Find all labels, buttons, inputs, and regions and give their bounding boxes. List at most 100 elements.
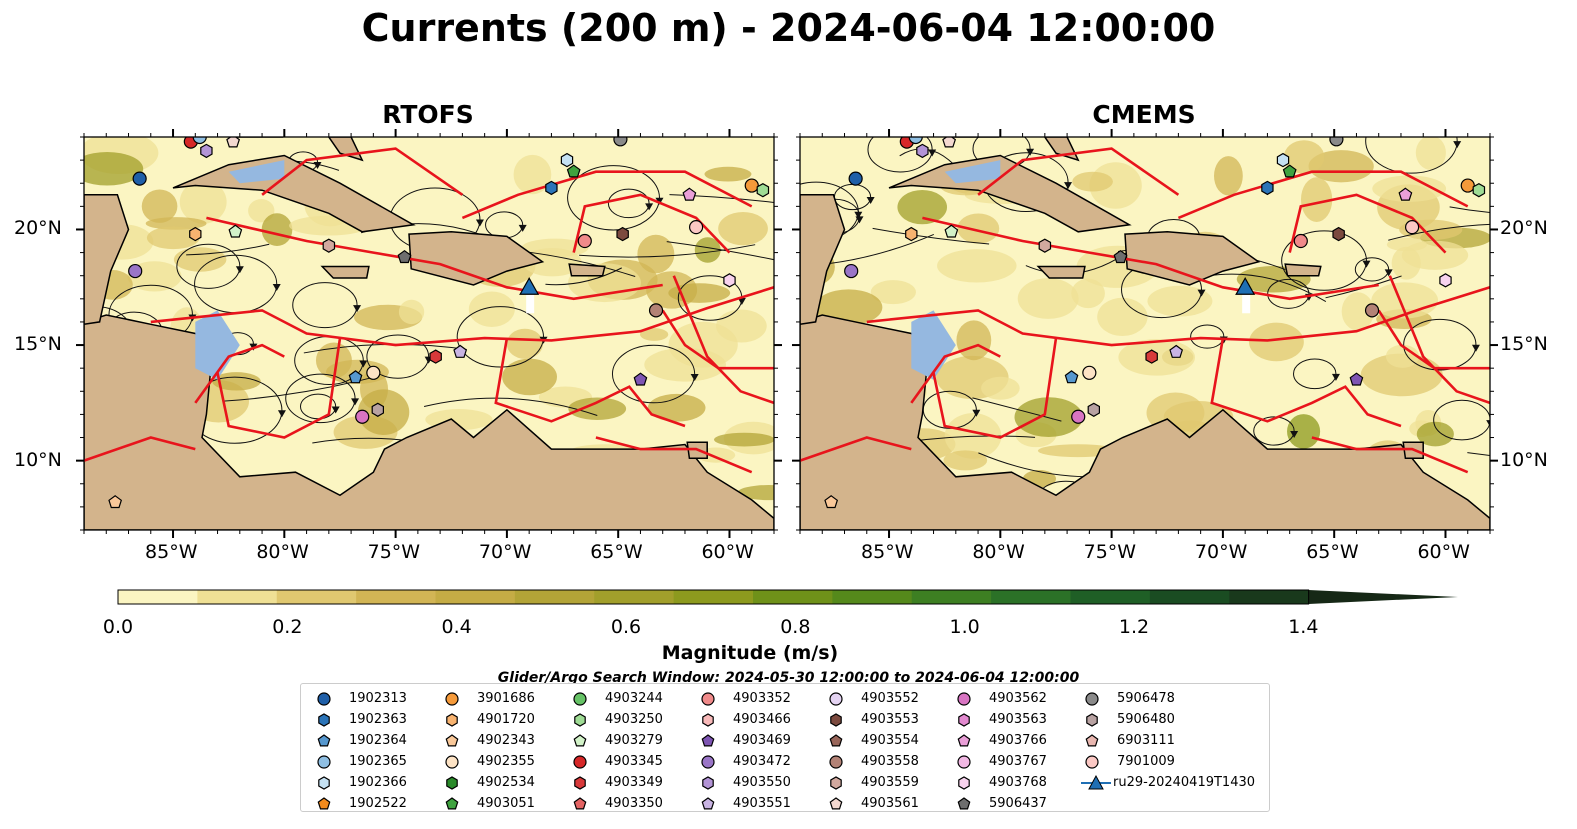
float-5906437 [397,249,412,264]
legend-item: 5906478 [1073,688,1213,709]
legend-marker [957,797,971,810]
legend-label: 4903244 [605,691,663,706]
legend-marker [317,734,331,747]
legend-marker-shape [958,776,970,790]
magnitude-patch [714,432,774,447]
colorbar-bin [197,590,278,604]
streamline [1433,399,1490,441]
legend-marker [1085,734,1099,747]
legend-marker-shape [573,755,587,769]
legend-marker-shape [1085,734,1099,747]
legend-marker [701,734,715,747]
legend-marker-shape [701,755,715,769]
legend-marker [702,713,714,727]
legend-item: 4901720 [433,709,573,730]
float-4903559 [1038,238,1052,253]
legend-marker-shape [957,797,971,810]
legend-marker [829,797,843,810]
lon-tick-label: 70°W [478,541,532,563]
legend-label: 4903553 [861,712,919,727]
magnitude-patch [1415,137,1446,170]
legend-item: 4903552 [817,688,957,709]
magnitude-patch [647,393,706,422]
legend-marker [1081,774,1111,790]
colorbar-bin [911,590,992,604]
magnitude-patch [173,247,227,272]
panel-title-rtofs: RTOFS [382,100,474,129]
glider-track [1242,291,1251,314]
magnitude-patch [315,342,352,379]
streamline-arrow [518,224,527,232]
streamline-arrow [353,305,362,313]
eez-boundary [461,170,753,220]
shallow-water-shelf [944,160,1001,184]
legend-label: ru29-20240419T1430 [1113,775,1256,790]
legend-item: 4903352 [689,688,829,709]
legend-marker [445,734,459,747]
float-4903768 [1439,273,1452,288]
legend-marker-shape [957,734,971,747]
legend-marker-shape [574,713,586,727]
magnitude-patch [568,397,627,421]
float-4903553 [616,226,629,242]
magnitude-patch [897,189,948,225]
legend-label: 4903559 [861,775,919,790]
legend-item: 4903466 [689,709,829,730]
legend-item: 4903472 [689,751,829,772]
legend-marker-shape [446,713,458,727]
colorbar-bin [594,590,675,604]
legend-label: 4903352 [733,691,791,706]
legend-marker-shape [830,776,842,790]
eez-boundary [661,309,774,370]
search-window-text: Glider/Argo Search Window: 2024-05-30 12… [497,670,1080,686]
legend-label: 4903563 [989,712,1047,727]
legend-item: 4903559 [817,772,957,793]
streamline [545,267,622,286]
legend-marker [829,692,843,706]
lon-tick-label: 80°W [256,541,309,563]
streamline-arrow [272,283,281,291]
streamline-arrow [737,297,746,305]
streamline-arrow [1453,141,1462,149]
legend-item: 4903349 [561,772,701,793]
legend-marker [830,713,842,727]
land-jamaica [1036,265,1086,279]
eez-boundary [150,286,774,347]
lon-tick-label: 65°W [590,541,643,563]
float-4903349 [429,349,442,364]
float-4901720 [189,226,202,242]
legend-marker [957,755,971,769]
magnitude-patch [704,166,752,182]
float-3901686 [744,178,759,193]
legend-marker [701,797,715,810]
float-4903279 [944,224,959,238]
magnitude-patch [1071,278,1105,309]
legend-label: 4903279 [605,733,663,748]
legend-item: 4903767 [945,751,1085,772]
legend-item: 4903561 [817,793,957,814]
float-4903551 [1169,344,1184,358]
legend-marker [317,755,331,769]
lat-tick-label-left: 10°N [14,448,62,471]
legend-marker-shape [829,692,843,706]
legend-item: 4903558 [817,751,957,772]
land-jamaica [320,265,370,279]
panel-title-cmems: CMEMS [1092,100,1196,129]
magnitude-patch [1283,140,1325,174]
float-4903472 [128,263,143,279]
legend-marker [445,755,459,769]
float-4903558 [1364,303,1380,318]
float-3901686 [1460,178,1475,193]
float-4903768 [723,273,736,288]
legend-marker-shape [318,776,330,790]
legend-marker [701,755,715,769]
streamline [1365,137,1458,174]
legend-item: 4902343 [433,730,573,751]
magnitude-patch [502,358,557,396]
legend-label: 1902365 [349,754,407,769]
magnitude-patch [957,213,1000,244]
float-4903051 [566,164,581,178]
legend-marker [958,776,970,790]
streamline-arrow [866,196,875,204]
float-4903550 [916,143,929,159]
